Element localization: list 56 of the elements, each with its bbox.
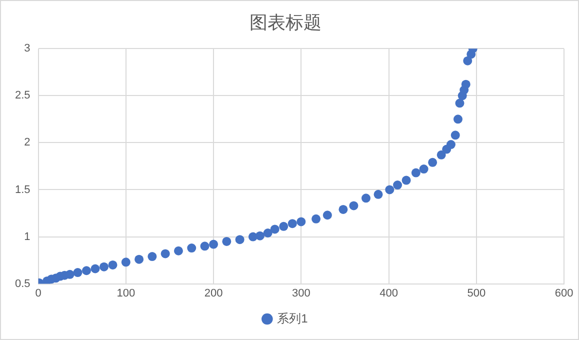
point <box>200 242 210 251</box>
point <box>108 260 118 270</box>
point <box>428 158 438 167</box>
point <box>463 56 472 66</box>
point <box>134 254 144 264</box>
point <box>174 246 183 256</box>
point <box>453 114 462 124</box>
point <box>312 214 321 224</box>
point <box>222 236 232 246</box>
point <box>455 98 464 108</box>
point <box>338 204 348 214</box>
point <box>148 252 157 262</box>
point <box>374 190 383 199</box>
legend-label: 系列1 <box>277 311 308 326</box>
point <box>349 201 358 210</box>
point <box>411 168 420 178</box>
point <box>450 130 460 140</box>
point <box>209 240 218 249</box>
point <box>100 262 109 272</box>
point <box>461 80 470 89</box>
point <box>393 180 402 190</box>
point <box>361 194 370 203</box>
point <box>385 185 394 194</box>
point <box>255 231 264 240</box>
point <box>160 249 170 258</box>
y-tick-label: 2 <box>24 136 30 149</box>
chart-title: 图表标题 <box>250 12 322 34</box>
point <box>402 176 411 185</box>
point <box>187 244 196 253</box>
y-tick-label: 3 <box>24 42 30 55</box>
point <box>296 217 306 226</box>
point <box>90 264 100 274</box>
x-tick-label: 200 <box>204 287 223 300</box>
point <box>263 228 272 238</box>
x-tick-label: 600 <box>554 287 574 300</box>
point <box>73 268 82 278</box>
point <box>235 235 244 244</box>
point <box>82 266 91 276</box>
y-tick-label: 1.5 <box>14 184 30 196</box>
point <box>65 270 74 279</box>
x-tick-label: 0 <box>35 287 42 300</box>
y-tick-label: 2.5 <box>14 90 30 102</box>
point <box>279 222 288 231</box>
y-tick-label: 0.5 <box>14 278 30 290</box>
point <box>419 164 428 174</box>
x-tick-label: 500 <box>467 287 486 300</box>
point <box>436 150 446 160</box>
x-tick-label: 400 <box>380 287 398 300</box>
point <box>322 210 332 220</box>
point <box>270 224 280 234</box>
point <box>121 258 130 267</box>
x-tick-label: 300 <box>292 287 310 300</box>
x-tick-label: 100 <box>116 287 136 300</box>
point <box>446 140 456 150</box>
point <box>288 219 297 228</box>
y-tick-label: 1 <box>24 230 30 243</box>
